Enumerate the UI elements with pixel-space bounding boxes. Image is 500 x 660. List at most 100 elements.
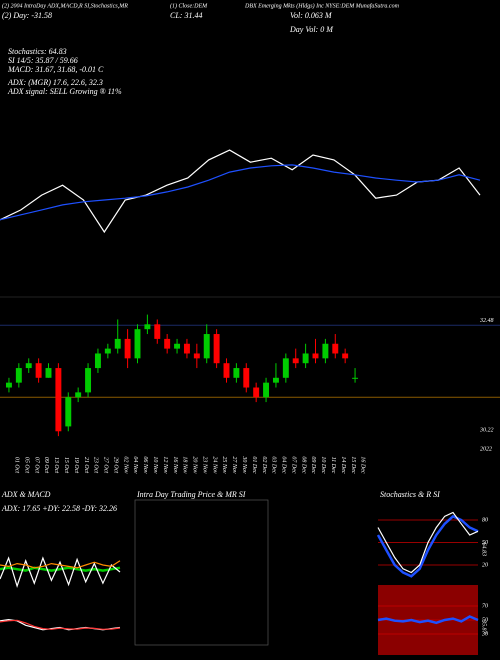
x-tick-label: 15 Dec — [350, 456, 356, 473]
candle-body — [332, 343, 339, 354]
stat-text: MACD: 31.67, 31.68, -0.01 C — [7, 65, 104, 74]
x-tick-label: 24 Nov — [211, 456, 218, 474]
x-tick-label: 02 Nov — [122, 456, 128, 474]
x-tick-label: 16 Dec — [360, 456, 366, 473]
candle-body — [75, 392, 82, 398]
candle-body — [342, 353, 349, 359]
x-tick-label: 07 Oct — [33, 457, 39, 473]
candle-body — [134, 329, 141, 359]
x-tick-label: 29 Oct — [112, 457, 118, 473]
x-tick-label: 02 Dec — [261, 456, 267, 473]
series-line — [377, 511, 479, 574]
header-text: CL: 31.44 — [170, 11, 202, 20]
x-tick-label: 04 Nov — [132, 456, 139, 474]
candle-body — [243, 368, 250, 388]
header-text: DBX Emerging Mkts (Hldgs) Inc NYSE:DEM M… — [244, 2, 400, 9]
candle-body — [85, 368, 92, 393]
panel-title: ADX & MACD — [1, 490, 51, 499]
y-tick-label: 70 — [482, 603, 488, 609]
candle-body — [144, 324, 151, 330]
x-tick-label: 14 Dec — [340, 456, 347, 473]
header-text: Day Vol: 0 M — [289, 25, 334, 34]
header-text: (2) 2004 IntraDay ADX,MACD,R SI,Stochast… — [2, 2, 128, 9]
x-tick-label: 06 Nov — [142, 456, 148, 474]
series-line — [377, 615, 479, 625]
candle-body — [45, 368, 52, 378]
candle-body — [25, 363, 32, 369]
stat-text: SI 14/5: 35.87 / 59.66 — [8, 56, 78, 65]
candle-body — [292, 358, 299, 364]
panel-subtitle: ADX: 17.65 +DY: 22.58 -DY: 32.26 — [1, 504, 117, 513]
y-tick-label: 32.48 — [479, 317, 494, 324]
series-line — [0, 560, 121, 569]
candle-body — [94, 353, 101, 369]
candle-body — [114, 338, 121, 349]
candle-body — [164, 338, 171, 349]
y-tick-label: 80 — [482, 517, 488, 523]
candle-body — [104, 348, 111, 354]
y-tick-label: 50 — [482, 540, 488, 546]
panel-title: Stochastics & R SI — [380, 490, 440, 499]
candle-body — [263, 382, 270, 398]
x-tick-label: 07 Dec — [290, 456, 296, 473]
x-tick-label: 23 Nov — [201, 456, 207, 474]
stat-text: ADX signal: SELL Growing ® 11% — [7, 87, 122, 96]
x-tick-label: 05 Oct — [23, 457, 29, 473]
annotation: 35.87 — [481, 619, 487, 635]
series-line — [376, 514, 479, 578]
x-tick-label: 10 Dec — [320, 456, 326, 473]
x-tick-label: 27 Oct — [103, 457, 109, 473]
candle-body — [15, 368, 22, 383]
series-line — [0, 556, 121, 588]
y-tick-label: 30 — [481, 631, 488, 637]
x-tick-label: 01 Oct — [14, 457, 20, 473]
candle-body — [233, 368, 240, 378]
candle-body — [302, 353, 309, 364]
annotation: 64.83 — [481, 543, 488, 557]
candle-body — [193, 353, 200, 359]
candle-body — [272, 377, 279, 383]
x-tick-label: 20 Nov — [192, 456, 198, 474]
y-tick-label: 50 — [482, 617, 488, 623]
candle-body — [5, 382, 12, 388]
year-label: 2022 — [480, 446, 492, 452]
candle-body — [65, 397, 72, 427]
candle-body — [322, 343, 329, 359]
series-line — [0, 164, 481, 221]
x-tick-label: 12 Nov — [162, 456, 168, 474]
candle-body — [213, 334, 220, 364]
x-tick-label: 16 Nov — [172, 456, 178, 474]
x-tick-label: 30 Nov — [241, 455, 247, 474]
panel-box — [134, 499, 269, 646]
candle-body — [253, 387, 260, 398]
x-tick-label: 09 Dec — [310, 456, 316, 473]
stat-text: Stochastics: 64.83 — [8, 47, 67, 56]
candle-body — [55, 368, 62, 432]
candle-body — [203, 334, 210, 359]
x-tick-label: 10 Nov — [152, 456, 158, 474]
candle-body — [183, 343, 190, 354]
x-tick-label: 03 Dec — [271, 456, 277, 473]
x-tick-label: 21 Oct — [83, 457, 89, 473]
x-tick-label: 08 Dec — [300, 456, 306, 473]
x-tick-label: 01 Dec — [251, 456, 257, 473]
x-tick-label: 25 Nov — [221, 456, 227, 474]
header-text: (1) Close:DEM — [170, 2, 208, 9]
x-tick-label: 09 Oct — [43, 457, 49, 473]
candle-body — [154, 324, 161, 339]
series-line — [0, 619, 121, 630]
stat-text: ADX: (MGR) 17.6, 22.6, 32.3 — [7, 78, 103, 87]
x-tick-label: 11 Dec — [330, 457, 336, 474]
panel-title: Intra Day Trading Price & MR SI — [136, 490, 246, 499]
y-tick-label: 20 — [482, 562, 488, 568]
candle-body — [352, 377, 359, 379]
x-tick-label: 15 Oct — [63, 457, 69, 473]
candle-body — [174, 343, 181, 349]
series-line — [0, 566, 121, 572]
candle-body — [282, 358, 289, 378]
x-tick-label: 04 Dec — [281, 456, 288, 473]
candle-body — [223, 363, 230, 378]
x-tick-label: 18 Nov — [182, 456, 188, 474]
